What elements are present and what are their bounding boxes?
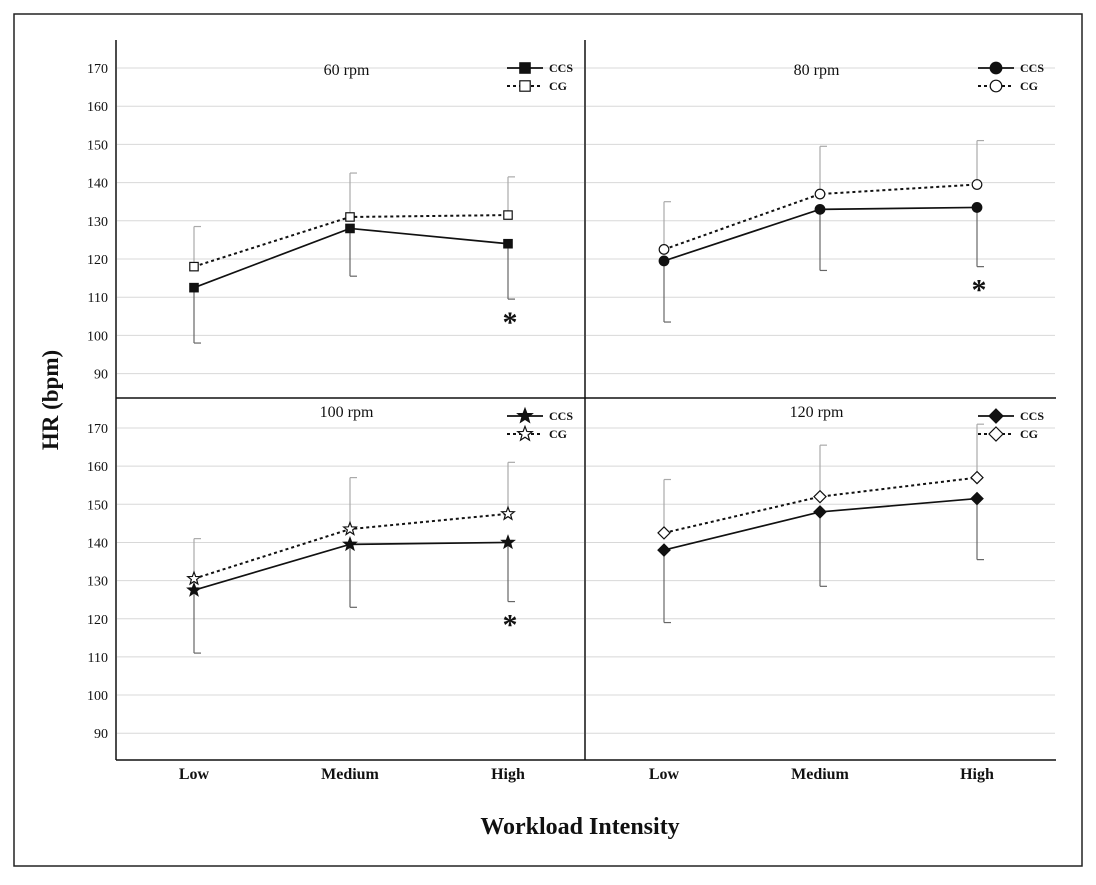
y-tick-label: 130 (87, 215, 108, 230)
legend-marker (516, 424, 534, 442)
data-point-cg (189, 261, 199, 272)
y-tick-label: 120 (87, 613, 108, 628)
legend-marker (519, 62, 531, 74)
legend-marker (519, 80, 531, 92)
legend-label: CCS (1020, 61, 1044, 75)
data-point-ccs (813, 505, 827, 519)
series-line-cg (663, 476, 978, 534)
significance-marker: * (503, 306, 518, 339)
legend-marker (988, 426, 1004, 442)
x-category-label: Medium (321, 766, 379, 783)
data-point-cg (970, 470, 984, 485)
data-point-ccs (503, 238, 513, 249)
panel-title: 120 rpm (790, 404, 844, 421)
y-tick-label: 160 (87, 100, 108, 115)
y-tick-label: 150 (87, 498, 108, 513)
data-point-ccs (658, 255, 670, 267)
y-tick-label: 120 (87, 253, 108, 268)
data-point-cg (503, 210, 513, 220)
panel-3: 120 rpm CCS CG Low Medium High (586, 404, 1055, 783)
y-tick-label: 90 (94, 727, 108, 742)
legend-label: CCS (1020, 409, 1044, 423)
data-point-ccs (186, 581, 202, 597)
data-point-cg (813, 489, 827, 504)
legend-marker (988, 408, 1004, 424)
data-point-cg (814, 188, 826, 200)
data-point-ccs (342, 536, 358, 552)
data-point-cg (657, 526, 671, 540)
panel-title: 80 rpm (794, 62, 840, 79)
x-axis-label: Workload Intensity (480, 814, 679, 840)
data-point-cg (971, 179, 983, 190)
legend-marker (989, 79, 1003, 93)
data-point-ccs (657, 543, 671, 557)
x-category-label: High (491, 766, 525, 783)
data-point-ccs (814, 203, 826, 215)
legend-marker (516, 406, 534, 424)
legend-label: CG (1020, 79, 1038, 93)
y-tick-label: 100 (87, 329, 108, 344)
series-line-cg (663, 183, 978, 251)
y-tick-label: 160 (87, 460, 108, 475)
y-tick-label: 140 (87, 536, 108, 551)
data-point-ccs (970, 491, 984, 506)
y-tick-label: 100 (87, 689, 108, 704)
x-category-label: Medium (791, 766, 849, 783)
data-point-ccs (500, 534, 516, 550)
data-point-ccs (971, 202, 983, 213)
figure-border (13, 13, 1083, 867)
data-point-cg (658, 244, 670, 255)
y-tick-label: 170 (87, 62, 108, 77)
x-category-label: Low (179, 766, 210, 783)
x-category-label: Low (649, 766, 680, 783)
data-point-cg (345, 212, 355, 222)
data-point-ccs (345, 223, 355, 234)
significance-marker: * (972, 274, 987, 307)
panel-title: 100 rpm (320, 404, 374, 421)
legend-marker (989, 61, 1003, 75)
y-tick-label: 90 (94, 368, 108, 383)
panel-2: 90 100 110 120 130 140 150 160 170 100 rpm * CCS CG L… (87, 404, 584, 783)
y-axis-label: HR (bpm) (38, 350, 63, 450)
legend-label: CCS (549, 61, 573, 75)
data-point-ccs (189, 282, 199, 293)
legend-label: CG (1020, 427, 1038, 441)
legend-label: CG (549, 427, 567, 441)
data-point-cg (500, 505, 516, 521)
data-point-cg (342, 520, 358, 536)
legend-label: CG (549, 79, 567, 93)
y-tick-label: 110 (88, 651, 108, 666)
y-tick-label: 130 (87, 575, 108, 590)
x-category-label: High (960, 766, 994, 783)
data-point-cg (186, 570, 202, 586)
y-tick-label: 170 (87, 422, 108, 437)
panel-1: 80 rpm * CCS CG (586, 61, 1055, 375)
y-tick-label: 140 (87, 177, 108, 192)
y-tick-label: 150 (87, 138, 108, 153)
legend-label: CCS (549, 409, 573, 423)
panel-title: 60 rpm (324, 62, 370, 79)
significance-marker: * (503, 609, 518, 642)
y-tick-label: 110 (88, 291, 108, 306)
panel-0: 90 100 110 120 130 140 150 160 170 60 rpm * CCS CG (87, 61, 584, 383)
